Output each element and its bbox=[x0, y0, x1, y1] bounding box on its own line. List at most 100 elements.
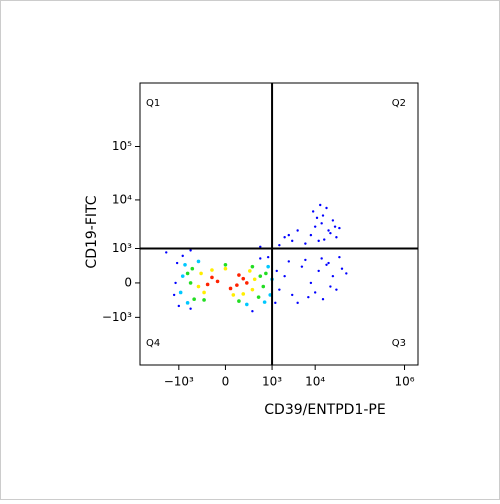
event-dot bbox=[325, 263, 328, 266]
event-dot bbox=[340, 267, 344, 270]
event-dot bbox=[327, 261, 330, 265]
event-dot bbox=[185, 271, 190, 276]
event-dot bbox=[252, 277, 257, 282]
event-dot bbox=[287, 260, 290, 263]
event-dot bbox=[196, 259, 201, 264]
event-dot bbox=[250, 264, 255, 269]
event-dot bbox=[181, 254, 184, 258]
quadrant-label: Q1 bbox=[146, 98, 160, 109]
event-dot bbox=[287, 233, 290, 237]
event-dot bbox=[320, 257, 323, 260]
event-dot bbox=[278, 288, 281, 291]
event-dot bbox=[237, 299, 241, 303]
event-dot bbox=[335, 236, 338, 239]
event-dot bbox=[259, 257, 262, 260]
event-dot bbox=[262, 300, 267, 304]
event-dot bbox=[321, 297, 325, 301]
event-dot bbox=[178, 290, 183, 295]
event-dot bbox=[251, 309, 254, 313]
event-dot bbox=[172, 293, 176, 297]
x-tick-label: 10⁶ bbox=[394, 375, 414, 389]
event-dot bbox=[275, 269, 278, 273]
event-dot bbox=[259, 245, 262, 248]
x-tick-label: −10³ bbox=[164, 375, 194, 389]
event-dot bbox=[165, 251, 168, 254]
event-dot bbox=[304, 258, 307, 262]
x-tick-label: 10³ bbox=[262, 375, 282, 389]
event-dot bbox=[333, 225, 337, 228]
x-axis-label: CD39/ENTPD1-PE bbox=[264, 402, 385, 418]
x-tick-label: 0 bbox=[222, 375, 230, 389]
event-dot bbox=[223, 262, 228, 267]
event-dot bbox=[189, 307, 192, 310]
event-dot bbox=[304, 242, 307, 245]
event-dot bbox=[300, 265, 304, 268]
event-dot bbox=[241, 276, 246, 281]
event-dot bbox=[185, 301, 190, 305]
event-dot bbox=[202, 298, 206, 302]
event-dot bbox=[237, 273, 241, 277]
event-dot bbox=[323, 238, 326, 241]
event-dot bbox=[274, 301, 277, 305]
y-tick-label: −10³ bbox=[102, 310, 132, 324]
event-dot bbox=[192, 297, 196, 301]
event-dot bbox=[215, 279, 220, 284]
event-dot bbox=[210, 275, 214, 280]
y-tick-label: 0 bbox=[124, 275, 132, 289]
event-dot bbox=[325, 206, 328, 210]
quadrant-label: Q4 bbox=[146, 338, 160, 349]
event-dot bbox=[245, 302, 249, 307]
event-dot bbox=[223, 266, 228, 271]
quadrant-label: Q3 bbox=[392, 338, 406, 349]
event-dot bbox=[329, 285, 332, 288]
event-dot bbox=[190, 266, 195, 271]
event-dot bbox=[338, 255, 341, 259]
event-dot bbox=[250, 287, 255, 292]
y-tick-label: 10⁵ bbox=[112, 139, 132, 153]
event-dot bbox=[266, 255, 270, 259]
event-dot bbox=[202, 290, 206, 295]
event-dot bbox=[331, 274, 335, 278]
event-dot bbox=[296, 301, 299, 305]
event-dot bbox=[313, 225, 317, 228]
event-dot bbox=[235, 283, 239, 287]
event-dot bbox=[199, 271, 203, 276]
event-dot bbox=[261, 284, 266, 289]
event-dot bbox=[175, 261, 179, 265]
event-dot bbox=[320, 222, 323, 225]
event-dot bbox=[210, 268, 214, 272]
event-dot bbox=[313, 291, 317, 294]
event-dot bbox=[180, 274, 185, 278]
event-dot bbox=[329, 231, 332, 235]
event-dot bbox=[307, 295, 310, 299]
event-dot bbox=[196, 284, 201, 289]
event-dot bbox=[231, 293, 236, 297]
event-dot bbox=[174, 281, 177, 285]
x-tick-label: 10⁴ bbox=[305, 375, 325, 389]
event-dot bbox=[319, 203, 322, 207]
event-dot bbox=[183, 262, 187, 267]
event-dot bbox=[283, 236, 286, 239]
event-dot bbox=[188, 281, 193, 285]
event-dot bbox=[317, 269, 320, 273]
event-dot bbox=[311, 210, 315, 213]
event-dot bbox=[205, 282, 210, 287]
event-dot bbox=[266, 264, 270, 269]
event-dot bbox=[248, 269, 252, 273]
y-tick-label: 10³ bbox=[112, 241, 132, 255]
event-dot bbox=[321, 214, 325, 217]
event-dot bbox=[264, 271, 268, 276]
event-dot bbox=[338, 226, 341, 230]
event-dot bbox=[177, 304, 181, 308]
event-dot bbox=[291, 293, 294, 297]
y-tick-label: 10⁴ bbox=[112, 192, 132, 206]
event-dot bbox=[315, 216, 319, 220]
event-dot bbox=[327, 229, 330, 232]
event-dot bbox=[256, 295, 261, 299]
event-dot bbox=[189, 249, 192, 252]
event-dot bbox=[278, 243, 281, 247]
y-axis-label: CD19-FITC bbox=[84, 195, 100, 268]
event-dot bbox=[331, 219, 335, 222]
event-dot bbox=[317, 239, 320, 243]
